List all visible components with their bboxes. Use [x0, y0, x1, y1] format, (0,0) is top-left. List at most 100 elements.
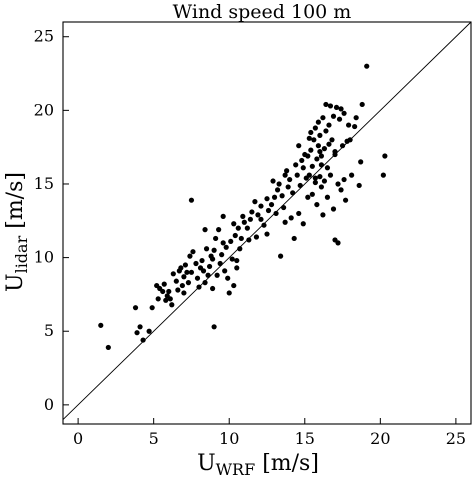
data-point [327, 172, 334, 178]
data-point [219, 252, 225, 258]
data-point [330, 113, 337, 119]
data-point [255, 212, 261, 218]
data-point [308, 147, 314, 153]
data-point [294, 172, 300, 178]
data-point [137, 324, 143, 330]
data-point [305, 153, 311, 159]
data-point [306, 172, 312, 178]
data-point [132, 305, 139, 311]
data-point [203, 246, 210, 252]
data-point [237, 246, 243, 252]
data-point [282, 219, 288, 225]
data-point [175, 287, 181, 293]
data-point [169, 302, 175, 308]
x-axis-label-base: U [197, 451, 216, 476]
data-point [326, 141, 332, 147]
identity-reference-line [62, 21, 472, 420]
data-point [341, 110, 347, 116]
data-point [311, 137, 317, 143]
data-point [296, 143, 302, 149]
data-point [287, 176, 293, 183]
data-point [299, 157, 305, 164]
data-point [296, 210, 302, 217]
x-tick-label: 10 [219, 429, 239, 448]
data-point [276, 181, 282, 187]
data-point [241, 219, 247, 225]
data-point [278, 253, 284, 259]
data-point [184, 269, 190, 275]
data-point [211, 324, 217, 330]
data-point [235, 225, 241, 231]
data-point [264, 196, 270, 202]
y-tick-label: 15 [34, 174, 54, 193]
y-axis-label: Ulidar [m/s] [3, 172, 31, 292]
data-point [380, 172, 386, 178]
data-point [333, 104, 340, 111]
data-point [315, 143, 321, 149]
data-point [300, 221, 306, 227]
data-point [258, 216, 264, 222]
data-point [312, 125, 318, 131]
data-point [314, 156, 320, 162]
data-point [364, 63, 370, 69]
data-point [244, 225, 250, 231]
data-point [206, 263, 213, 270]
data-point [306, 135, 312, 141]
data-point [318, 153, 324, 159]
x-tick-label: 5 [149, 429, 159, 448]
data-point [285, 184, 291, 190]
data-point [279, 193, 285, 199]
y-axis: 0 5 10 15 20 25 [34, 27, 69, 414]
data-point [240, 213, 246, 219]
data-point [312, 179, 318, 186]
data-points [98, 63, 388, 351]
data-point [309, 191, 315, 197]
data-point [282, 172, 288, 178]
data-point [190, 249, 196, 255]
data-point [284, 168, 290, 174]
data-point [342, 197, 349, 203]
data-point [234, 265, 240, 271]
data-point [210, 285, 216, 292]
data-point [327, 103, 334, 109]
data-point [149, 305, 155, 311]
data-point [181, 290, 187, 296]
y-tick-label: 10 [34, 248, 54, 267]
data-point [300, 165, 306, 171]
data-point [146, 328, 152, 334]
data-point [290, 190, 296, 196]
y-tick-label: 0 [44, 395, 54, 414]
data-point [323, 128, 329, 134]
data-point [318, 184, 324, 190]
data-point [225, 275, 231, 281]
data-point [324, 194, 331, 200]
data-point [335, 240, 341, 246]
data-point [228, 238, 234, 245]
data-point [297, 182, 303, 189]
data-point [161, 281, 167, 287]
data-point [273, 210, 279, 217]
data-point [202, 227, 208, 233]
x-tick-label: 25 [446, 429, 466, 448]
data-point [312, 175, 318, 181]
data-point [253, 234, 260, 240]
data-point [265, 207, 272, 214]
data-point [264, 231, 270, 237]
data-point [309, 163, 315, 169]
data-point [339, 143, 346, 149]
data-point [238, 235, 244, 242]
data-point [324, 165, 331, 171]
data-point [349, 172, 355, 178]
data-point [179, 282, 185, 289]
data-point [288, 215, 294, 221]
data-point [335, 181, 341, 187]
data-point [291, 235, 297, 242]
data-point [232, 232, 238, 239]
data-point [271, 194, 278, 200]
data-point [315, 119, 321, 125]
data-point [338, 106, 344, 112]
data-point [188, 197, 195, 203]
data-point [220, 240, 226, 246]
data-point [178, 265, 184, 271]
data-point [193, 260, 199, 267]
